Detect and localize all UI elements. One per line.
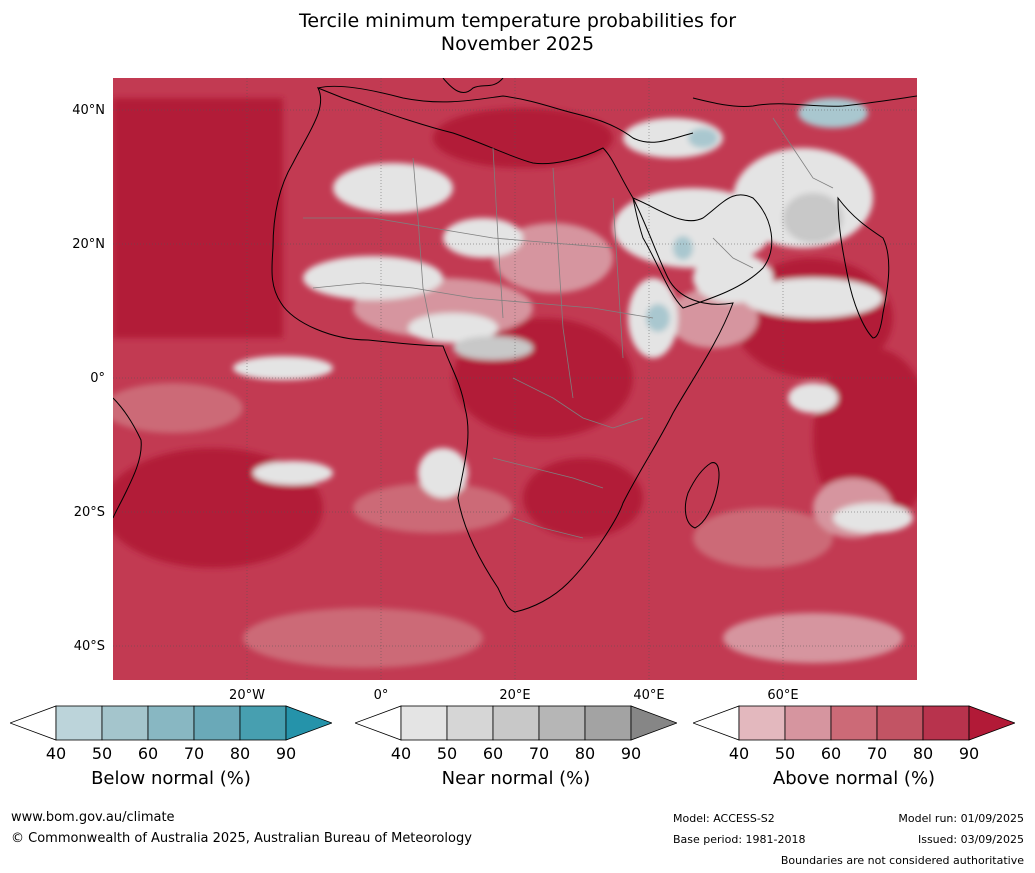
probability-map xyxy=(113,78,917,680)
lon-label-20w: 20°W xyxy=(229,688,265,703)
lon-label-60e: 60°E xyxy=(767,688,799,703)
colorbar-segment xyxy=(239,705,287,741)
lat-label-40n: 40°N xyxy=(72,103,105,118)
legend-above-tick: 80 xyxy=(912,744,934,763)
colorbar-segment xyxy=(830,705,878,741)
legend-below-caption: Below normal (%) xyxy=(91,768,251,789)
footer-copyright: © Commonwealth of Australia 2025, Austra… xyxy=(11,831,472,846)
legend-below-tick: 80 xyxy=(229,744,251,763)
colorbar-segment xyxy=(400,705,448,741)
legend-below-tick: 90 xyxy=(275,744,297,763)
colorbar-segment xyxy=(738,705,786,741)
legend-above-tick: 90 xyxy=(958,744,980,763)
country-borders xyxy=(303,117,834,539)
colorbar-segment xyxy=(922,705,970,741)
map-title-line2: November 2025 xyxy=(440,33,595,55)
map-title: Tercile minimum temperature probabilitie… xyxy=(0,10,1035,56)
colorbar-segment xyxy=(538,705,586,741)
legend-above-normal xyxy=(693,704,1015,742)
coastlines xyxy=(113,78,917,613)
lat-label-20s: 20°S xyxy=(73,505,105,520)
colorbar-segment xyxy=(101,705,149,741)
legend-below-tick: 60 xyxy=(137,744,159,763)
legend-below-tick: 40 xyxy=(45,744,67,763)
legend-below-tick: 50 xyxy=(91,744,113,763)
footer-model: Model: ACCESS-S2 xyxy=(673,812,775,825)
footer-issued: Issued: 03/09/2025 xyxy=(917,833,1024,846)
footer-model-run: Model run: 01/09/2025 xyxy=(898,812,1024,825)
legend-near-tick: 60 xyxy=(482,744,504,763)
footer-disclaimer: Boundaries are not considered authoritat… xyxy=(780,854,1024,867)
legend-near-tick: 70 xyxy=(528,744,550,763)
colorbar-segment xyxy=(492,705,540,741)
colorbar-below-normal xyxy=(10,705,332,741)
colorbar-segment xyxy=(55,705,103,741)
legend-above-caption: Above normal (%) xyxy=(772,768,936,789)
graticule xyxy=(113,78,917,680)
colorbar-segment xyxy=(446,705,494,741)
legend-near-tick: 80 xyxy=(574,744,596,763)
colorbar-near-normal xyxy=(355,705,677,741)
lon-label-20e: 20°E xyxy=(499,688,531,703)
colorbar-above-normal xyxy=(693,705,1015,741)
lon-label-40e: 40°E xyxy=(633,688,665,703)
legend-below-tick: 70 xyxy=(183,744,205,763)
legend-near-caption: Near normal (%) xyxy=(441,768,591,789)
footer-base-period: Base period: 1981-2018 xyxy=(673,833,806,846)
legend-above-tick: 60 xyxy=(820,744,842,763)
colorbar-right-arrow xyxy=(285,705,332,741)
lon-label-0: 0° xyxy=(373,688,389,703)
map-title-line1: Tercile minimum temperature probabilitie… xyxy=(298,10,737,32)
lat-label-20n: 20°N xyxy=(72,237,105,252)
lat-label-equator: 0° xyxy=(90,371,105,386)
colorbar-segment xyxy=(876,705,924,741)
colorbar-segment xyxy=(193,705,241,741)
legend-above-tick: 50 xyxy=(774,744,796,763)
legend-below-normal xyxy=(10,704,332,742)
legend-near-tick: 50 xyxy=(436,744,458,763)
colorbar-segment xyxy=(584,705,632,741)
legend-near-normal xyxy=(355,704,677,742)
colorbar-left-arrow xyxy=(693,705,740,741)
colorbar-right-arrow xyxy=(630,705,677,741)
colorbar-left-arrow xyxy=(10,705,57,741)
legend-above-tick: 40 xyxy=(728,744,750,763)
colorbar-left-arrow xyxy=(355,705,402,741)
colorbar-segment xyxy=(784,705,832,741)
colorbar-right-arrow xyxy=(968,705,1015,741)
legend-near-tick: 90 xyxy=(620,744,642,763)
lat-label-40s: 40°S xyxy=(73,639,105,654)
footer-website-link[interactable]: www.bom.gov.au/climate xyxy=(11,810,175,825)
legend-near-tick: 40 xyxy=(390,744,412,763)
legend-above-tick: 70 xyxy=(866,744,888,763)
colorbar-segment xyxy=(147,705,195,741)
